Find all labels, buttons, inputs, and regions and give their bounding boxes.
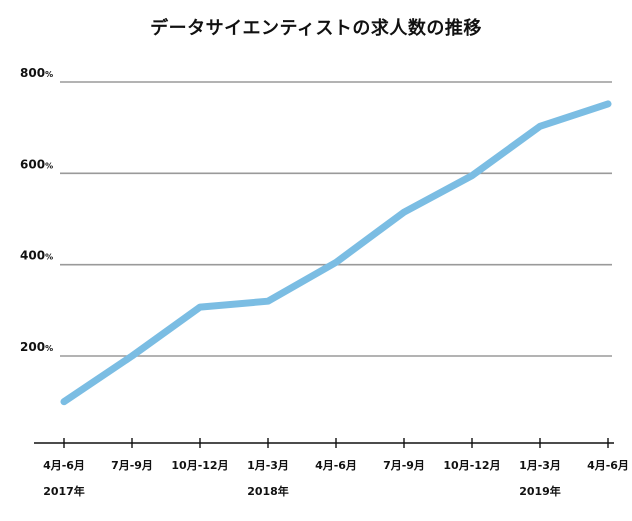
gridlines [60,81,612,357]
data-point [468,172,476,179]
x-tick-label: 4月-6月 [315,459,357,472]
year-label: 2019年 [519,484,561,498]
x-tick-label: 4月-6月 [43,459,85,472]
series-layer [60,100,612,406]
data-point [400,208,408,216]
x-axis [34,438,614,448]
data-point [60,398,68,405]
y-tick-label: 600% [20,157,53,171]
data-point [196,303,204,311]
x-tick-label: 7月-9月 [111,459,153,472]
y-tick-label: 800% [20,66,53,80]
x-tick-label: 1月-3月 [519,459,561,472]
data-point [128,352,136,360]
x-tick-label: 4月-6月 [587,459,629,472]
series-line [60,100,612,406]
data-point [536,123,544,130]
y-tick-label: 200% [20,340,53,354]
data-point [332,259,340,266]
x-tick-label: 10月-12月 [443,459,500,472]
x-tick-label: 1月-3月 [247,459,289,472]
data-point [604,100,612,108]
year-label: 2017年 [43,484,85,498]
data-point [264,298,272,305]
chart-title: データサイエンティストの求人数の推移 [150,18,482,39]
x-tick-label: 10月-12月 [171,459,228,472]
year-label: 2018年 [247,484,289,498]
y-tick-label: 400% [20,249,53,263]
x-tick-label: 7月-9月 [383,459,425,472]
tick-labels: 200% 400% 600% 800% 4月-6月 7月-9月 10月-12月 1月-3月 4月… [20,66,629,498]
